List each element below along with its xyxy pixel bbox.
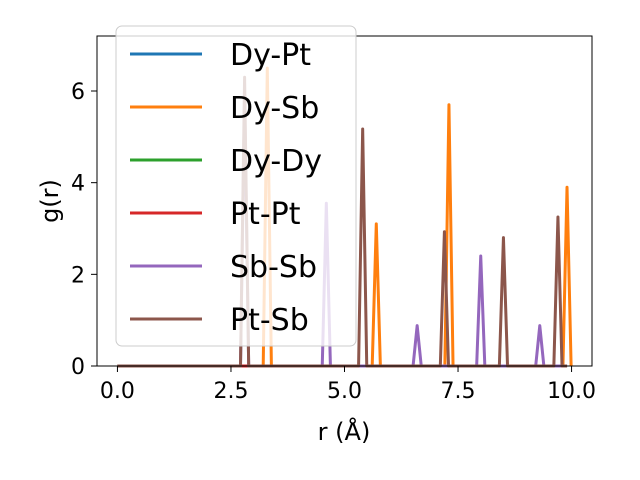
legend-label-dy-dy: Dy-Dy [230,144,322,179]
y-tick-label: 2 [71,263,85,288]
y-tick-label: 0 [71,355,85,380]
x-axis-label: r (Å) [318,417,371,446]
legend-label-dy-sb: Dy-Sb [230,91,319,126]
legend-box [115,25,357,347]
y-tick-label: 6 [71,80,85,105]
legend: Dy-Pt Dy-Sb Dy-Dy Pt-Pt Sb-Sb Pt-Sb [115,25,357,347]
legend-label-pt-sb: Pt-Sb [230,303,309,338]
legend-label-pt-pt: Pt-Pt [230,197,301,232]
legend-label-sb-sb: Sb-Sb [230,250,317,285]
x-tick-label: 0.0 [100,379,135,404]
x-tick-label: 10.0 [547,379,596,404]
legend-label-dy-pt: Dy-Pt [230,38,311,73]
y-axis-label: g(r) [36,179,64,223]
y-axis: 0 2 4 6 [71,80,97,380]
x-tick-label: 7.5 [441,379,476,404]
y-tick-label: 4 [71,172,85,197]
x-tick-label: 2.5 [213,379,248,404]
x-tick-label: 5.0 [327,379,362,404]
x-axis: 0.0 2.5 5.0 7.5 10.0 [100,366,596,404]
